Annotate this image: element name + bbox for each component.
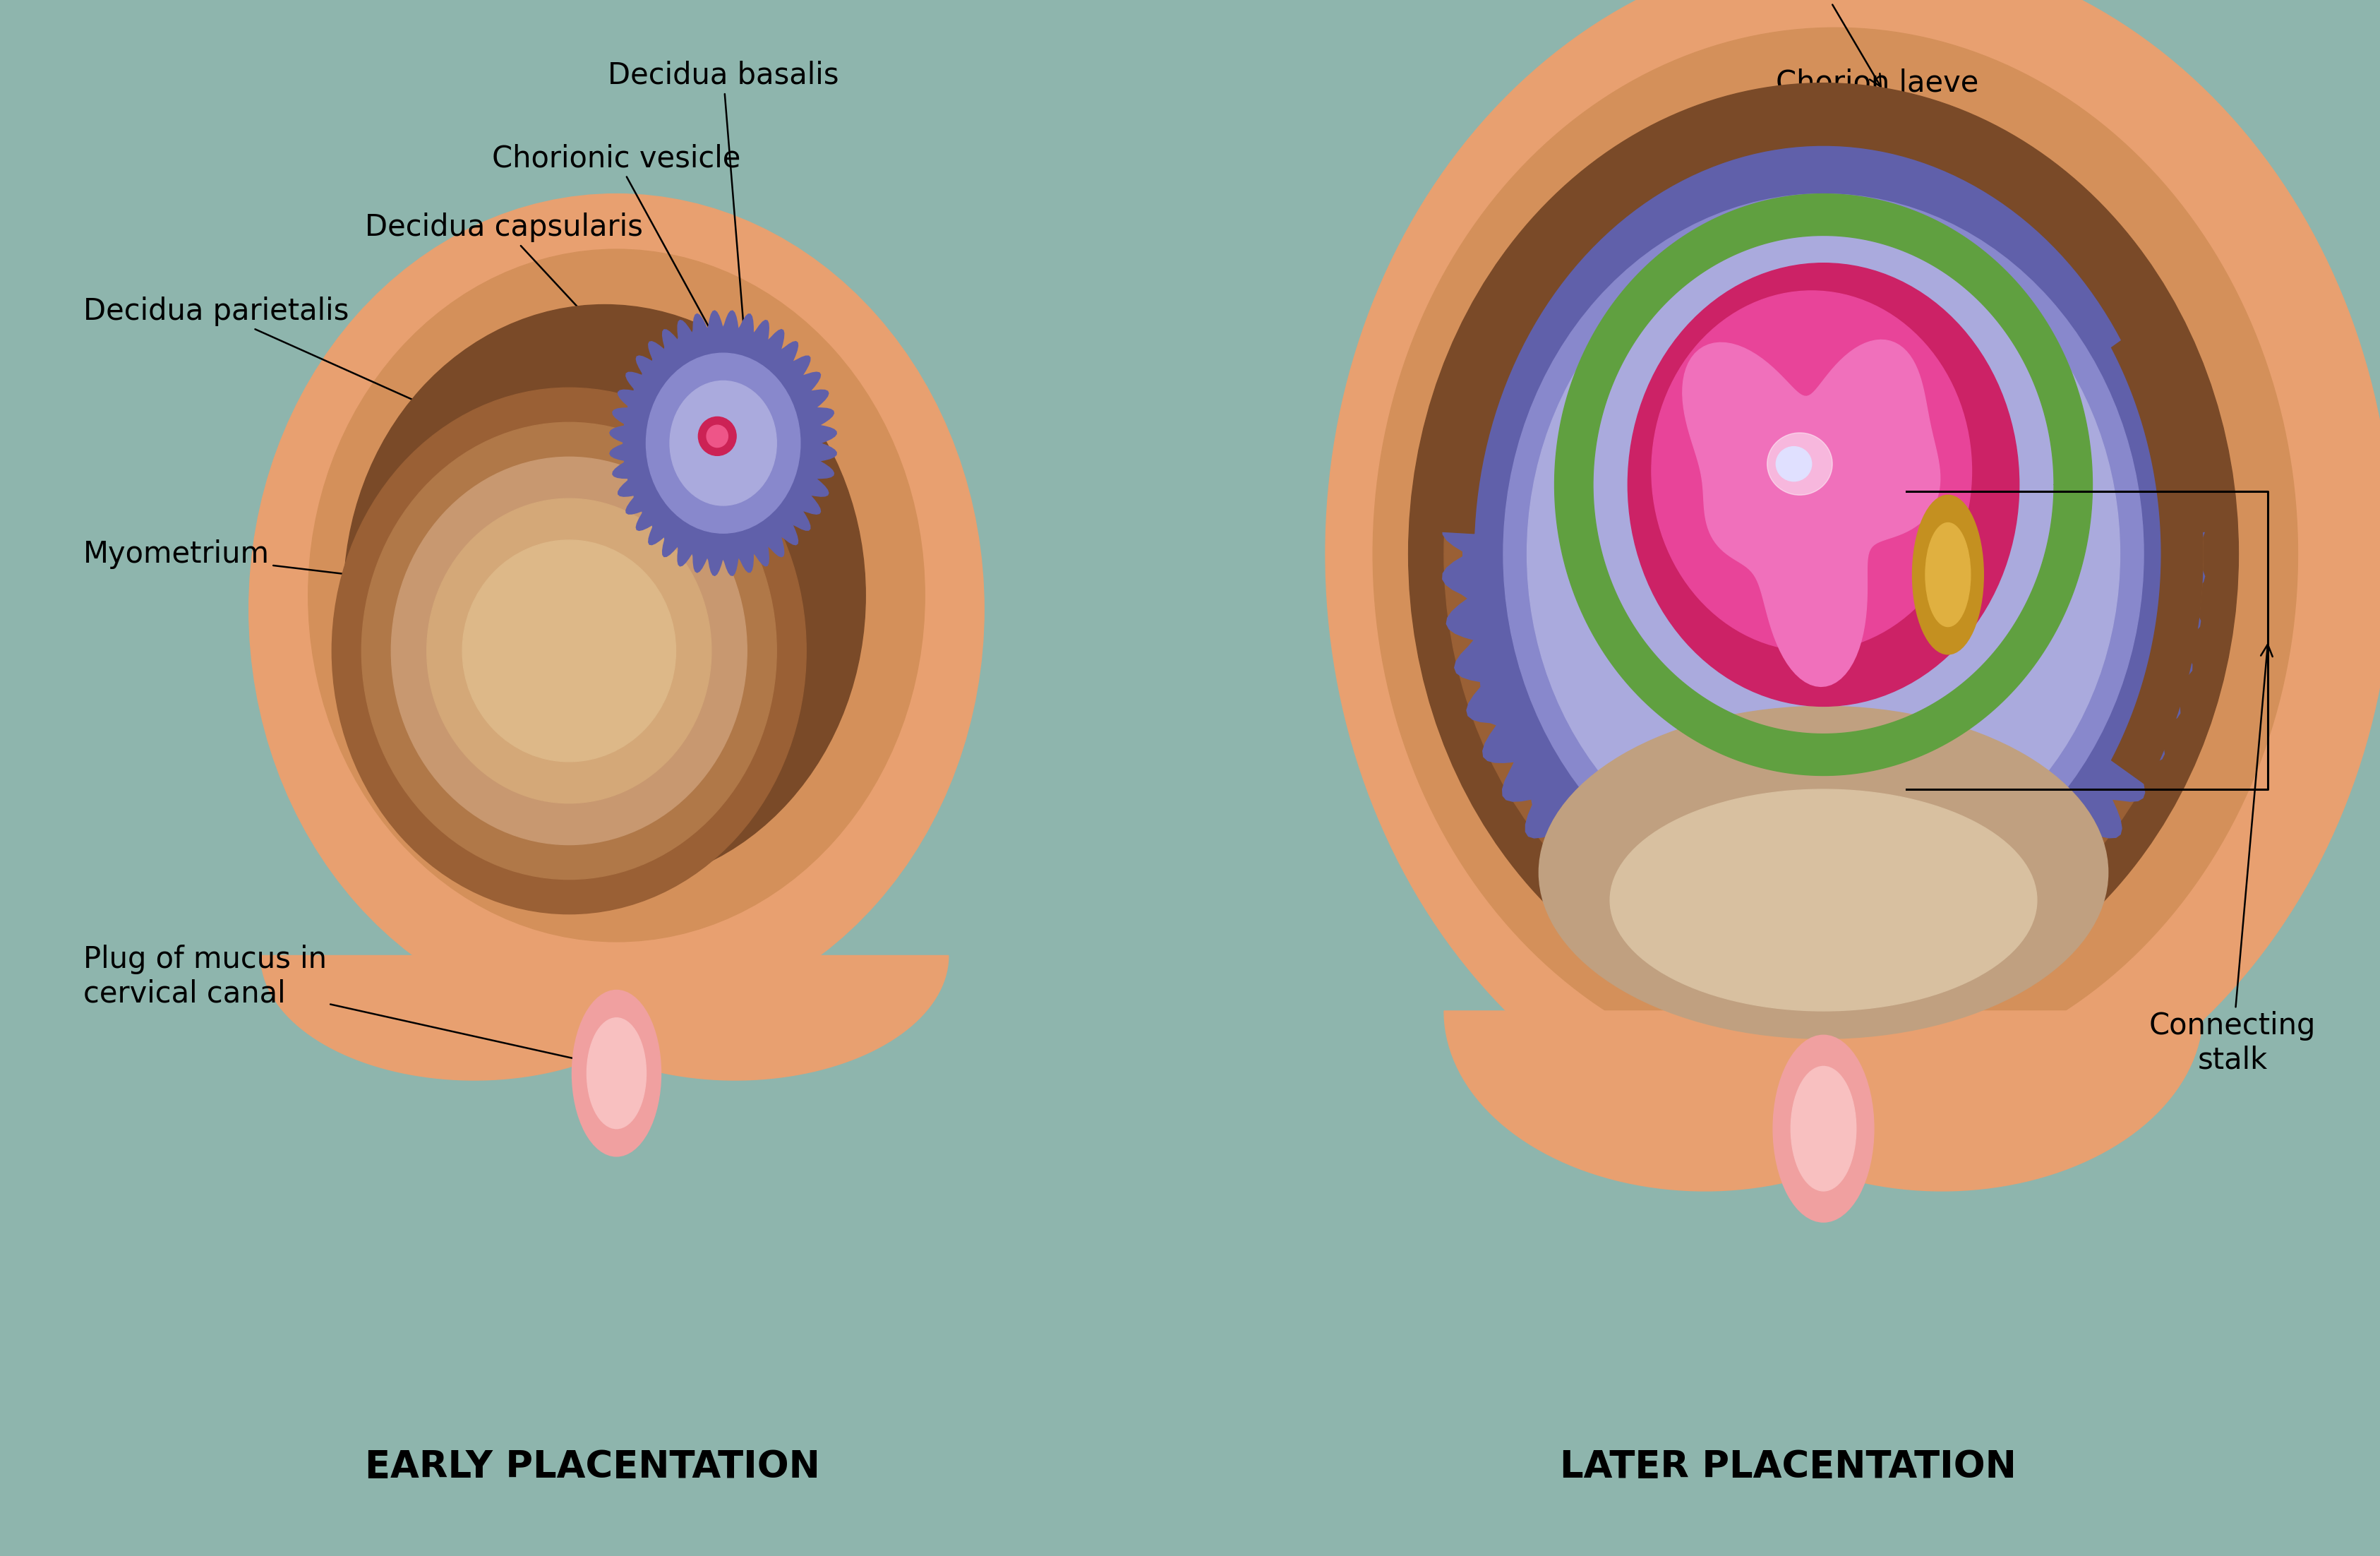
Text: Decidua parietalis: Decidua parietalis (83, 297, 507, 442)
Text: Yolk sac: Yolk sac (1728, 675, 1944, 915)
Polygon shape (1683, 339, 1940, 686)
Ellipse shape (1502, 194, 2142, 913)
Ellipse shape (1775, 447, 1811, 481)
Ellipse shape (390, 457, 747, 845)
Ellipse shape (1628, 263, 2018, 706)
Text: Myometrium: Myometrium (1704, 786, 1892, 818)
Ellipse shape (1609, 789, 2037, 1011)
Polygon shape (2111, 322, 2202, 786)
Text: Chorionic vesicle: Chorionic vesicle (493, 143, 740, 350)
Text: Plug of mucus in
cervical canal: Plug of mucus in cervical canal (83, 944, 635, 1075)
Polygon shape (1433, 96, 2213, 534)
Polygon shape (1445, 1011, 1966, 1190)
Text: LATER PLACENTATION: LATER PLACENTATION (1559, 1449, 2016, 1486)
Polygon shape (521, 955, 947, 1080)
Text: Amniotic cavity: Amniotic cavity (1597, 498, 1825, 534)
Text: Decidua capsularis: Decidua capsularis (1597, 394, 1875, 456)
Polygon shape (1442, 109, 2204, 999)
Ellipse shape (1537, 706, 2106, 1039)
Ellipse shape (1373, 28, 2297, 1080)
Ellipse shape (1445, 124, 2202, 983)
Ellipse shape (331, 387, 807, 913)
Ellipse shape (1911, 495, 1983, 655)
Text: Decidua capsularis: Decidua capsularis (364, 213, 643, 378)
Ellipse shape (669, 381, 776, 506)
Text: Connecting
stalk: Connecting stalk (2149, 644, 2316, 1075)
Polygon shape (262, 955, 688, 1080)
Ellipse shape (645, 353, 800, 534)
Text: Decidua parietalis: Decidua parietalis (1597, 283, 1864, 372)
Text: Chorion frondosum: Chorion frondosum (1680, 0, 1961, 87)
Ellipse shape (697, 417, 735, 456)
Ellipse shape (1790, 1066, 1856, 1190)
Polygon shape (1554, 194, 2092, 775)
Text: EARLY PLACENTATION: EARLY PLACENTATION (364, 1449, 821, 1486)
Ellipse shape (426, 498, 712, 803)
Ellipse shape (1773, 1035, 1873, 1221)
Ellipse shape (343, 305, 866, 887)
Text: Uterine cavity: Uterine cavity (1633, 691, 1840, 720)
Ellipse shape (1925, 523, 1971, 627)
Ellipse shape (250, 194, 983, 1025)
Ellipse shape (1409, 82, 2237, 1025)
Ellipse shape (571, 990, 662, 1156)
Text: Decidua basalis: Decidua basalis (1775, 173, 2099, 350)
Text: Chorion laeve: Chorion laeve (1775, 68, 1978, 212)
Ellipse shape (1652, 291, 1971, 650)
Polygon shape (1680, 1011, 2202, 1190)
Text: Myometrium: Myometrium (83, 538, 405, 585)
Ellipse shape (307, 249, 923, 941)
Text: Decidua basalis: Decidua basalis (607, 61, 838, 363)
Ellipse shape (362, 422, 776, 879)
Ellipse shape (462, 540, 676, 762)
Polygon shape (609, 311, 835, 576)
Ellipse shape (707, 425, 728, 447)
Ellipse shape (1766, 433, 1833, 495)
Ellipse shape (1326, 0, 2380, 1164)
Ellipse shape (588, 1018, 645, 1128)
Ellipse shape (1526, 221, 2118, 887)
Text: Extraembryonic coelom: Extraembryonic coelom (1514, 594, 1902, 624)
